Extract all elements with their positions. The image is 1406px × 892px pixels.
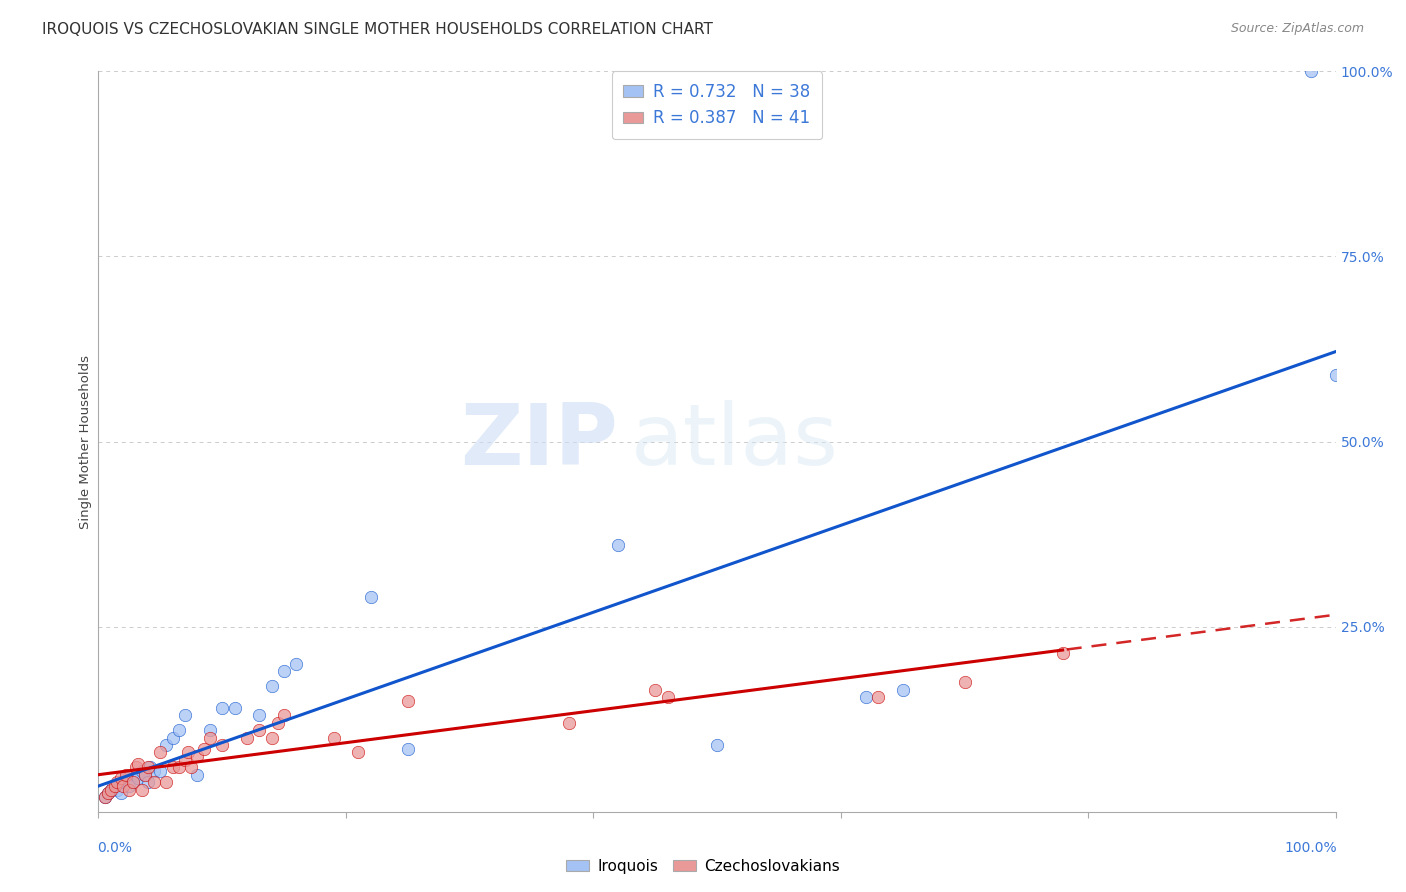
Point xyxy=(186,749,208,764)
Point xyxy=(118,782,141,797)
Point xyxy=(706,738,728,752)
Y-axis label: Single Mother Households: Single Mother Households xyxy=(79,354,91,529)
Point xyxy=(224,701,246,715)
Point xyxy=(97,786,120,800)
Point xyxy=(1324,368,1347,382)
Point xyxy=(143,764,166,778)
Point xyxy=(557,715,579,730)
Point xyxy=(260,731,283,745)
Point xyxy=(134,767,156,781)
Point xyxy=(260,679,283,693)
Text: atlas: atlas xyxy=(630,400,838,483)
Point xyxy=(136,760,159,774)
Text: ZIP: ZIP xyxy=(460,400,619,483)
Point xyxy=(396,694,419,708)
Point xyxy=(100,782,122,797)
Point xyxy=(93,789,115,804)
Point xyxy=(347,746,370,760)
Point xyxy=(118,779,141,793)
Point xyxy=(112,779,135,793)
Point xyxy=(866,690,889,704)
Point xyxy=(644,682,666,697)
Point xyxy=(155,738,177,752)
Point xyxy=(211,701,233,715)
Text: 0.0%: 0.0% xyxy=(97,841,132,855)
Point xyxy=(122,775,145,789)
Point xyxy=(855,690,877,704)
Point xyxy=(149,746,172,760)
Point xyxy=(139,760,162,774)
Point xyxy=(657,690,679,704)
Point xyxy=(273,708,295,723)
Point xyxy=(1052,646,1074,660)
Point xyxy=(186,767,208,781)
Point xyxy=(273,664,295,678)
Point xyxy=(103,779,125,793)
Point xyxy=(134,767,156,781)
Point xyxy=(176,746,198,760)
Point xyxy=(180,760,202,774)
Point xyxy=(112,775,135,789)
Point xyxy=(891,682,914,697)
Point xyxy=(100,782,122,797)
Point xyxy=(105,782,128,797)
Point xyxy=(396,741,419,756)
Point xyxy=(122,775,145,789)
Point xyxy=(193,741,215,756)
Point xyxy=(167,760,190,774)
Legend: Iroquois, Czechoslovakians: Iroquois, Czechoslovakians xyxy=(561,853,845,880)
Point xyxy=(247,708,270,723)
Point xyxy=(167,723,190,738)
Point xyxy=(110,786,132,800)
Point xyxy=(162,760,184,774)
Point xyxy=(114,767,136,781)
Point xyxy=(236,731,259,745)
Point xyxy=(953,675,976,690)
Point xyxy=(322,731,344,745)
Point xyxy=(360,590,382,604)
Point xyxy=(174,708,197,723)
Point xyxy=(267,715,290,730)
Text: Source: ZipAtlas.com: Source: ZipAtlas.com xyxy=(1230,22,1364,36)
Point xyxy=(155,775,177,789)
Legend: R = 0.732   N = 38, R = 0.387   N = 41: R = 0.732 N = 38, R = 0.387 N = 41 xyxy=(612,71,823,139)
Point xyxy=(127,772,149,786)
Point xyxy=(285,657,308,671)
Point xyxy=(1299,64,1322,78)
Point xyxy=(198,731,221,745)
Point xyxy=(127,756,149,771)
Point xyxy=(114,772,136,786)
Point xyxy=(131,782,153,797)
Point xyxy=(162,731,184,745)
Point xyxy=(211,738,233,752)
Point xyxy=(149,764,172,778)
Text: IROQUOIS VS CZECHOSLOVAKIAN SINGLE MOTHER HOUSEHOLDS CORRELATION CHART: IROQUOIS VS CZECHOSLOVAKIAN SINGLE MOTHE… xyxy=(42,22,713,37)
Point xyxy=(124,767,146,781)
Point xyxy=(124,760,146,774)
Point xyxy=(607,538,630,552)
Point xyxy=(198,723,221,738)
Point xyxy=(103,779,125,793)
Point xyxy=(93,789,115,804)
Point xyxy=(105,775,128,789)
Text: 100.0%: 100.0% xyxy=(1284,841,1337,855)
Point xyxy=(136,775,159,789)
Point xyxy=(110,772,132,786)
Point xyxy=(174,753,197,767)
Point xyxy=(143,775,166,789)
Point xyxy=(247,723,270,738)
Point xyxy=(97,786,120,800)
Point xyxy=(131,764,153,778)
